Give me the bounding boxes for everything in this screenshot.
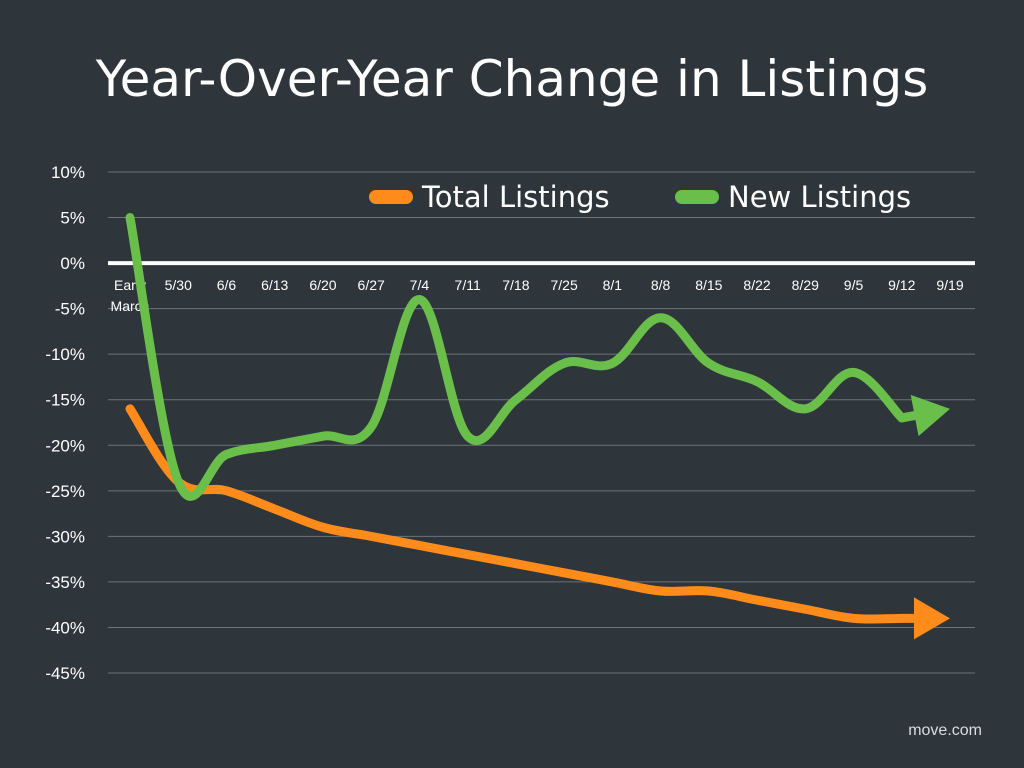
- x-tick-label: 8/8: [651, 277, 671, 293]
- series-arrowhead: [914, 597, 950, 640]
- x-tick-label: 5/30: [165, 277, 192, 293]
- x-tick-label: 8/22: [743, 277, 770, 293]
- x-tick-label: 8/29: [792, 277, 819, 293]
- legend-label: New Listings: [728, 180, 911, 214]
- series-lines: [125, 213, 950, 640]
- y-tick-label: 0%: [60, 254, 85, 273]
- x-tick-label: 9/5: [844, 277, 864, 293]
- x-tick-label: 6/6: [217, 277, 237, 293]
- x-tick-label: 6/27: [358, 277, 385, 293]
- y-tick-label: -35%: [45, 573, 85, 592]
- series-line-1: [125, 213, 907, 501]
- x-tick-label: 6/20: [309, 277, 336, 293]
- x-tick-label: 8/15: [695, 277, 722, 293]
- series-arrowhead: [910, 394, 950, 437]
- chart-title: Year-Over-Year Change in Listings: [95, 50, 929, 108]
- legend-label: Total Listings: [421, 180, 610, 214]
- legend: Total Listings New Listings: [369, 180, 911, 214]
- y-tick-label: -25%: [45, 482, 85, 501]
- x-tick-label: 7/4: [410, 277, 430, 293]
- y-tick-label: -40%: [45, 618, 85, 637]
- series-line-0: [125, 404, 907, 624]
- y-tick-label: 10%: [51, 163, 85, 182]
- y-tick-label: 5%: [60, 209, 85, 228]
- y-axis-ticks: 10% 5% 0% -5% -10% -15% -20% -25% -30% -35% -40% -4…: [45, 163, 85, 683]
- y-tick-label: -45%: [45, 664, 85, 683]
- grid-lines: [108, 171, 975, 674]
- x-tick-label: 7/11: [455, 277, 481, 293]
- x-tick-label: 6/13: [261, 277, 288, 293]
- y-tick-label: -15%: [45, 391, 85, 410]
- x-tick-label: 7/18: [502, 277, 529, 293]
- source-credit: move.com: [908, 722, 982, 739]
- y-tick-label: -30%: [45, 527, 85, 546]
- y-tick-label: -20%: [45, 436, 85, 455]
- x-tick-label: 8/1: [603, 277, 623, 293]
- x-tick-label: 9/19: [936, 277, 963, 293]
- y-tick-label: -10%: [45, 345, 85, 364]
- x-tick-label: 9/12: [888, 277, 915, 293]
- x-tick-label: 7/25: [550, 277, 577, 293]
- y-tick-label: -5%: [55, 300, 85, 319]
